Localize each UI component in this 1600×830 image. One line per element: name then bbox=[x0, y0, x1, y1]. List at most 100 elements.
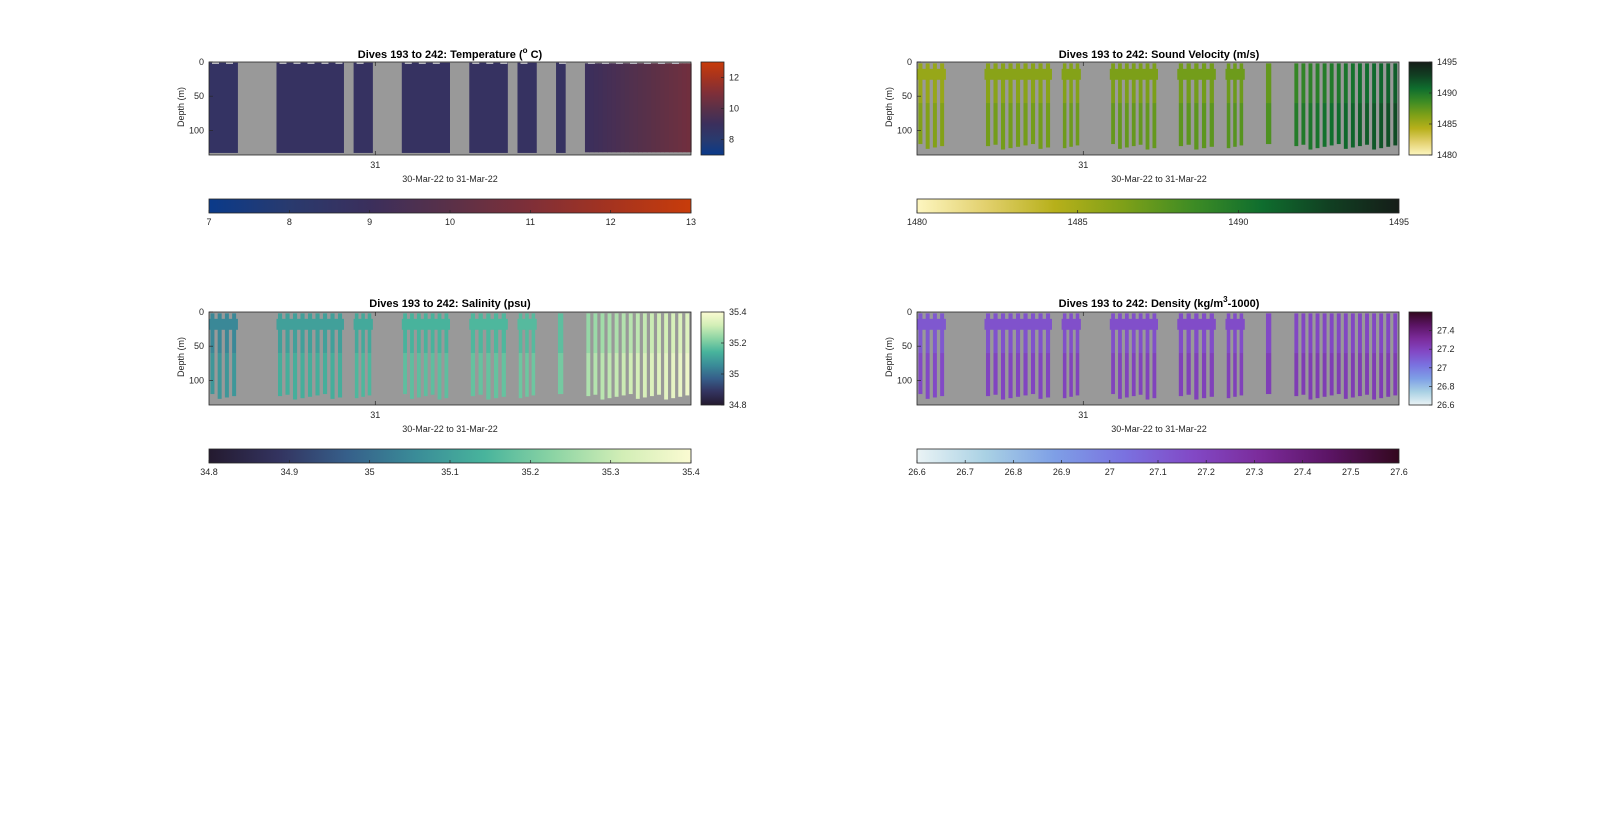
salinity-dive-profile bbox=[437, 313, 442, 354]
density-mixed-layer bbox=[1061, 318, 1081, 330]
salinity-dive-profile bbox=[614, 353, 619, 397]
sound-velocity-dive-profile bbox=[1379, 103, 1384, 149]
density-dive-profile bbox=[1357, 313, 1362, 354]
sound-velocity-dive-profile bbox=[1365, 63, 1369, 104]
density-title: Dives 193 to 242: Density (kg/m3-1000) bbox=[1059, 295, 1260, 310]
salinity-dive-profile bbox=[337, 353, 343, 398]
density-dive-profile bbox=[993, 313, 998, 354]
sound-velocity-dive-profile bbox=[1343, 63, 1348, 104]
sound-velocity-dive-profile bbox=[1062, 63, 1067, 104]
salinity-dive-profile bbox=[423, 313, 428, 354]
salinity-dive-profile bbox=[361, 313, 365, 354]
salinity-y-tick-label: 0 bbox=[199, 307, 204, 317]
sound-velocity-dive-profile bbox=[1233, 103, 1237, 147]
sound-velocity-dive-profile bbox=[1015, 103, 1021, 147]
sound-velocity-dive-profile bbox=[1393, 103, 1398, 146]
sound-velocity-dive-profile bbox=[1265, 103, 1272, 145]
sound-velocity-dive-profile bbox=[1023, 103, 1028, 146]
sound-velocity-y-tick-label: 50 bbox=[902, 91, 912, 101]
density-mixed-layer bbox=[984, 318, 1052, 330]
salinity-dive-profile bbox=[593, 353, 598, 395]
sound-velocity-dive-profile bbox=[1045, 63, 1051, 104]
salinity-dive-profile bbox=[642, 353, 647, 398]
temperature-y-tick-label: 100 bbox=[189, 125, 204, 135]
density-mixed-layer bbox=[1225, 318, 1245, 330]
sound-velocity-side-colorbar-label: 1485 bbox=[1437, 119, 1457, 129]
sound-velocity-dive-profile bbox=[1201, 63, 1207, 104]
sound-velocity-y-tick-label: 0 bbox=[907, 57, 912, 67]
salinity-dive-profile bbox=[444, 353, 449, 399]
temperature-axes-box bbox=[208, 61, 692, 156]
sound-velocity-dive-profile bbox=[1111, 103, 1115, 145]
density-dive-profile bbox=[1372, 353, 1377, 400]
sound-velocity-dive-profile bbox=[993, 103, 998, 145]
salinity-dive-profile bbox=[525, 313, 529, 354]
density-dive-profile bbox=[1178, 313, 1184, 354]
density-dive-profile bbox=[1138, 313, 1143, 354]
salinity-dive-profile bbox=[470, 353, 476, 397]
temperature-surface-mark bbox=[404, 62, 412, 64]
salinity-y-tick-label: 100 bbox=[189, 375, 204, 385]
temperature-data-cell bbox=[673, 63, 679, 153]
density-dive-profile bbox=[1030, 353, 1036, 395]
salinity-dive-profile bbox=[354, 353, 359, 399]
temperature-y-tick-label: 50 bbox=[194, 91, 204, 101]
density-dive-profile bbox=[1336, 313, 1341, 354]
density-dive-profile bbox=[1350, 353, 1355, 398]
density-dive-profile bbox=[1124, 313, 1129, 354]
sound-velocity-dive-profile bbox=[918, 103, 923, 145]
temperature-data-cell bbox=[651, 63, 657, 153]
salinity-mixed-layer bbox=[209, 318, 238, 330]
salinity-dive-profile bbox=[410, 353, 414, 399]
salinity-dive-profile bbox=[277, 353, 283, 397]
density-dive-profile bbox=[1294, 353, 1299, 397]
salinity-dive-profile bbox=[678, 313, 683, 354]
density-dive-profile bbox=[1075, 313, 1080, 354]
density-y-tick-label: 50 bbox=[902, 341, 912, 351]
density-dive-profile bbox=[1045, 353, 1051, 398]
salinity-dive-profile bbox=[657, 353, 661, 395]
temperature-plot: 0 50 100 31 12 10 8 7 8 9 10 11 12 13 bbox=[189, 57, 739, 227]
density-dive-profile bbox=[1008, 313, 1013, 354]
sound-velocity-dive-profile bbox=[1008, 63, 1013, 104]
salinity-dive-profile bbox=[330, 313, 335, 354]
density-plot: 0 50 100 31 27.4 27.2 27 26.8 26.6 26.6 26.7 26.8 26… bbox=[897, 307, 1455, 477]
density-dive-profile bbox=[1015, 313, 1021, 354]
sound-velocity-dive-profile bbox=[1350, 63, 1355, 104]
density-dive-profile bbox=[918, 353, 923, 395]
density-dive-profile bbox=[1145, 313, 1150, 354]
salinity-dive-profile bbox=[607, 353, 612, 399]
temperature-surface-mark bbox=[212, 62, 219, 64]
sound-velocity-dive-profile bbox=[932, 103, 937, 148]
salinity-dive-profile bbox=[493, 353, 499, 399]
sound-velocity-dive-profile bbox=[1393, 63, 1398, 104]
density-dive-profile bbox=[1239, 313, 1244, 354]
sound-velocity-dive-profile bbox=[1131, 103, 1136, 147]
salinity-mixed-layer bbox=[401, 318, 450, 330]
sound-velocity-dive-profile bbox=[940, 103, 945, 147]
salinity-dive-profile bbox=[285, 313, 290, 354]
salinity-dive-profile bbox=[501, 353, 506, 397]
density-bottom-colorbar-label: 27.3 bbox=[1246, 467, 1264, 477]
density-dive-profile bbox=[1365, 353, 1369, 395]
sound-velocity-dive-profile bbox=[1030, 63, 1036, 104]
temperature-data-cell bbox=[401, 62, 450, 153]
density-dive-profile bbox=[1209, 353, 1214, 397]
sound-velocity-bottom-colorbar-label: 1495 bbox=[1389, 217, 1409, 227]
density-dive-profile bbox=[1178, 353, 1184, 397]
temperature-data-cell bbox=[611, 63, 617, 153]
density-dive-profile bbox=[1265, 353, 1272, 395]
sound-velocity-dive-profile bbox=[1379, 63, 1384, 104]
sound-velocity-mixed-layer bbox=[984, 68, 1052, 80]
temperature-data-cell bbox=[642, 63, 648, 153]
temperature-surface-mark bbox=[657, 62, 665, 64]
salinity-dive-profile bbox=[224, 353, 229, 398]
salinity-dive-profile bbox=[232, 353, 237, 397]
density-dive-profile bbox=[1186, 313, 1191, 354]
temperature-data-cell bbox=[660, 63, 666, 153]
temperature-surface-mark bbox=[629, 62, 637, 64]
sound-velocity-dive-profile bbox=[1308, 63, 1313, 104]
salinity-dive-profile bbox=[531, 313, 536, 354]
density-y-tick-label: 0 bbox=[907, 307, 912, 317]
salinity-dive-profile bbox=[607, 313, 612, 354]
